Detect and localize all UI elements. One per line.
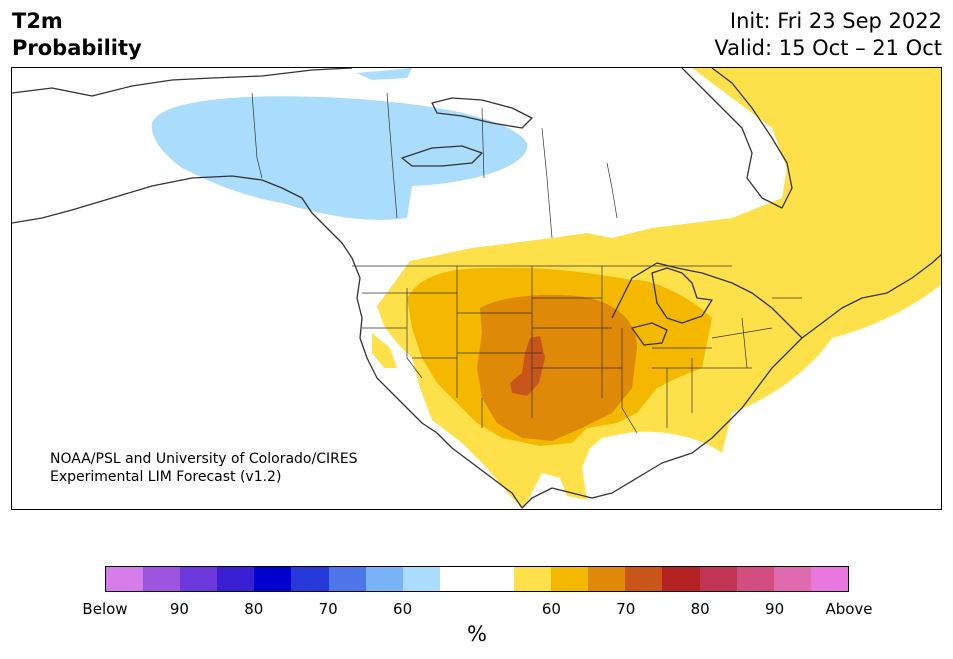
colorbar-swatch (254, 567, 292, 591)
colorbar-tick-label: 80 (690, 600, 710, 618)
colorbar-swatch (476, 567, 515, 591)
colorbar-swatch (551, 567, 589, 591)
map-canvas (12, 68, 941, 509)
colorbar-swatch (180, 567, 218, 591)
below-60-region-north (151, 96, 528, 220)
colorbar-tick-label: 60 (393, 600, 413, 618)
forecast-dates: Init: Fri 23 Sep 2022 Valid: 15 Oct – 21… (714, 8, 942, 62)
colorbar-swatch (439, 567, 477, 591)
above-90-region (510, 336, 545, 396)
colorbar-tick-label: 70 (616, 600, 636, 618)
title-line-2: Probability (12, 36, 142, 60)
colorbar-swatch (514, 567, 552, 591)
credit-line-1: NOAA/PSL and University of Colorado/CIRE… (50, 451, 358, 467)
colorbar-tick-label: 90 (765, 600, 785, 618)
init-date: Init: Fri 23 Sep 2022 (729, 9, 942, 33)
colorbar-swatch (143, 567, 181, 591)
colorbar-swatch (365, 567, 403, 591)
colorbar-swatch (106, 567, 144, 591)
colorbar-swatch (217, 567, 255, 591)
forecast-credit: NOAA/PSL and University of Colorado/CIRE… (50, 450, 358, 486)
colorbar-tick-label: Below (82, 600, 128, 618)
colorbar-swatch (810, 567, 848, 591)
colorbar-swatch (328, 567, 366, 591)
map-title: T2m Probability (12, 8, 142, 62)
credit-line-2: Experimental LIM Forecast (v1.2) (50, 469, 282, 485)
colorbar-tick-label: 80 (244, 600, 264, 618)
below-60-region-alaska-coast (357, 68, 412, 80)
coastlines-and-borders (12, 68, 941, 509)
colorbar-swatch (402, 567, 440, 591)
state-province-borders (251, 92, 802, 434)
above-60-island-west (372, 333, 397, 368)
colorbar-tick-label: 90 (169, 600, 189, 618)
colorbar-swatch (699, 567, 737, 591)
probability-colorbar (105, 566, 849, 592)
probability-map: NOAA/PSL and University of Colorado/CIRE… (11, 67, 942, 510)
colorbar-swatch (736, 567, 774, 591)
colorbar-unit: % (467, 622, 487, 646)
colorbar-swatch (588, 567, 626, 591)
colorbar-swatch (625, 567, 663, 591)
colorbar-tick-label: 70 (318, 600, 338, 618)
colorbar-swatch (291, 567, 329, 591)
colorbar-swatch (662, 567, 700, 591)
colorbar-tick-label: Above (825, 600, 873, 618)
valid-date: Valid: 15 Oct – 21 Oct (714, 36, 942, 60)
colorbar-swatch (773, 567, 811, 591)
title-line-1: T2m (12, 9, 63, 33)
colorbar-tick-label: 60 (541, 600, 561, 618)
probability-shading (151, 68, 941, 508)
